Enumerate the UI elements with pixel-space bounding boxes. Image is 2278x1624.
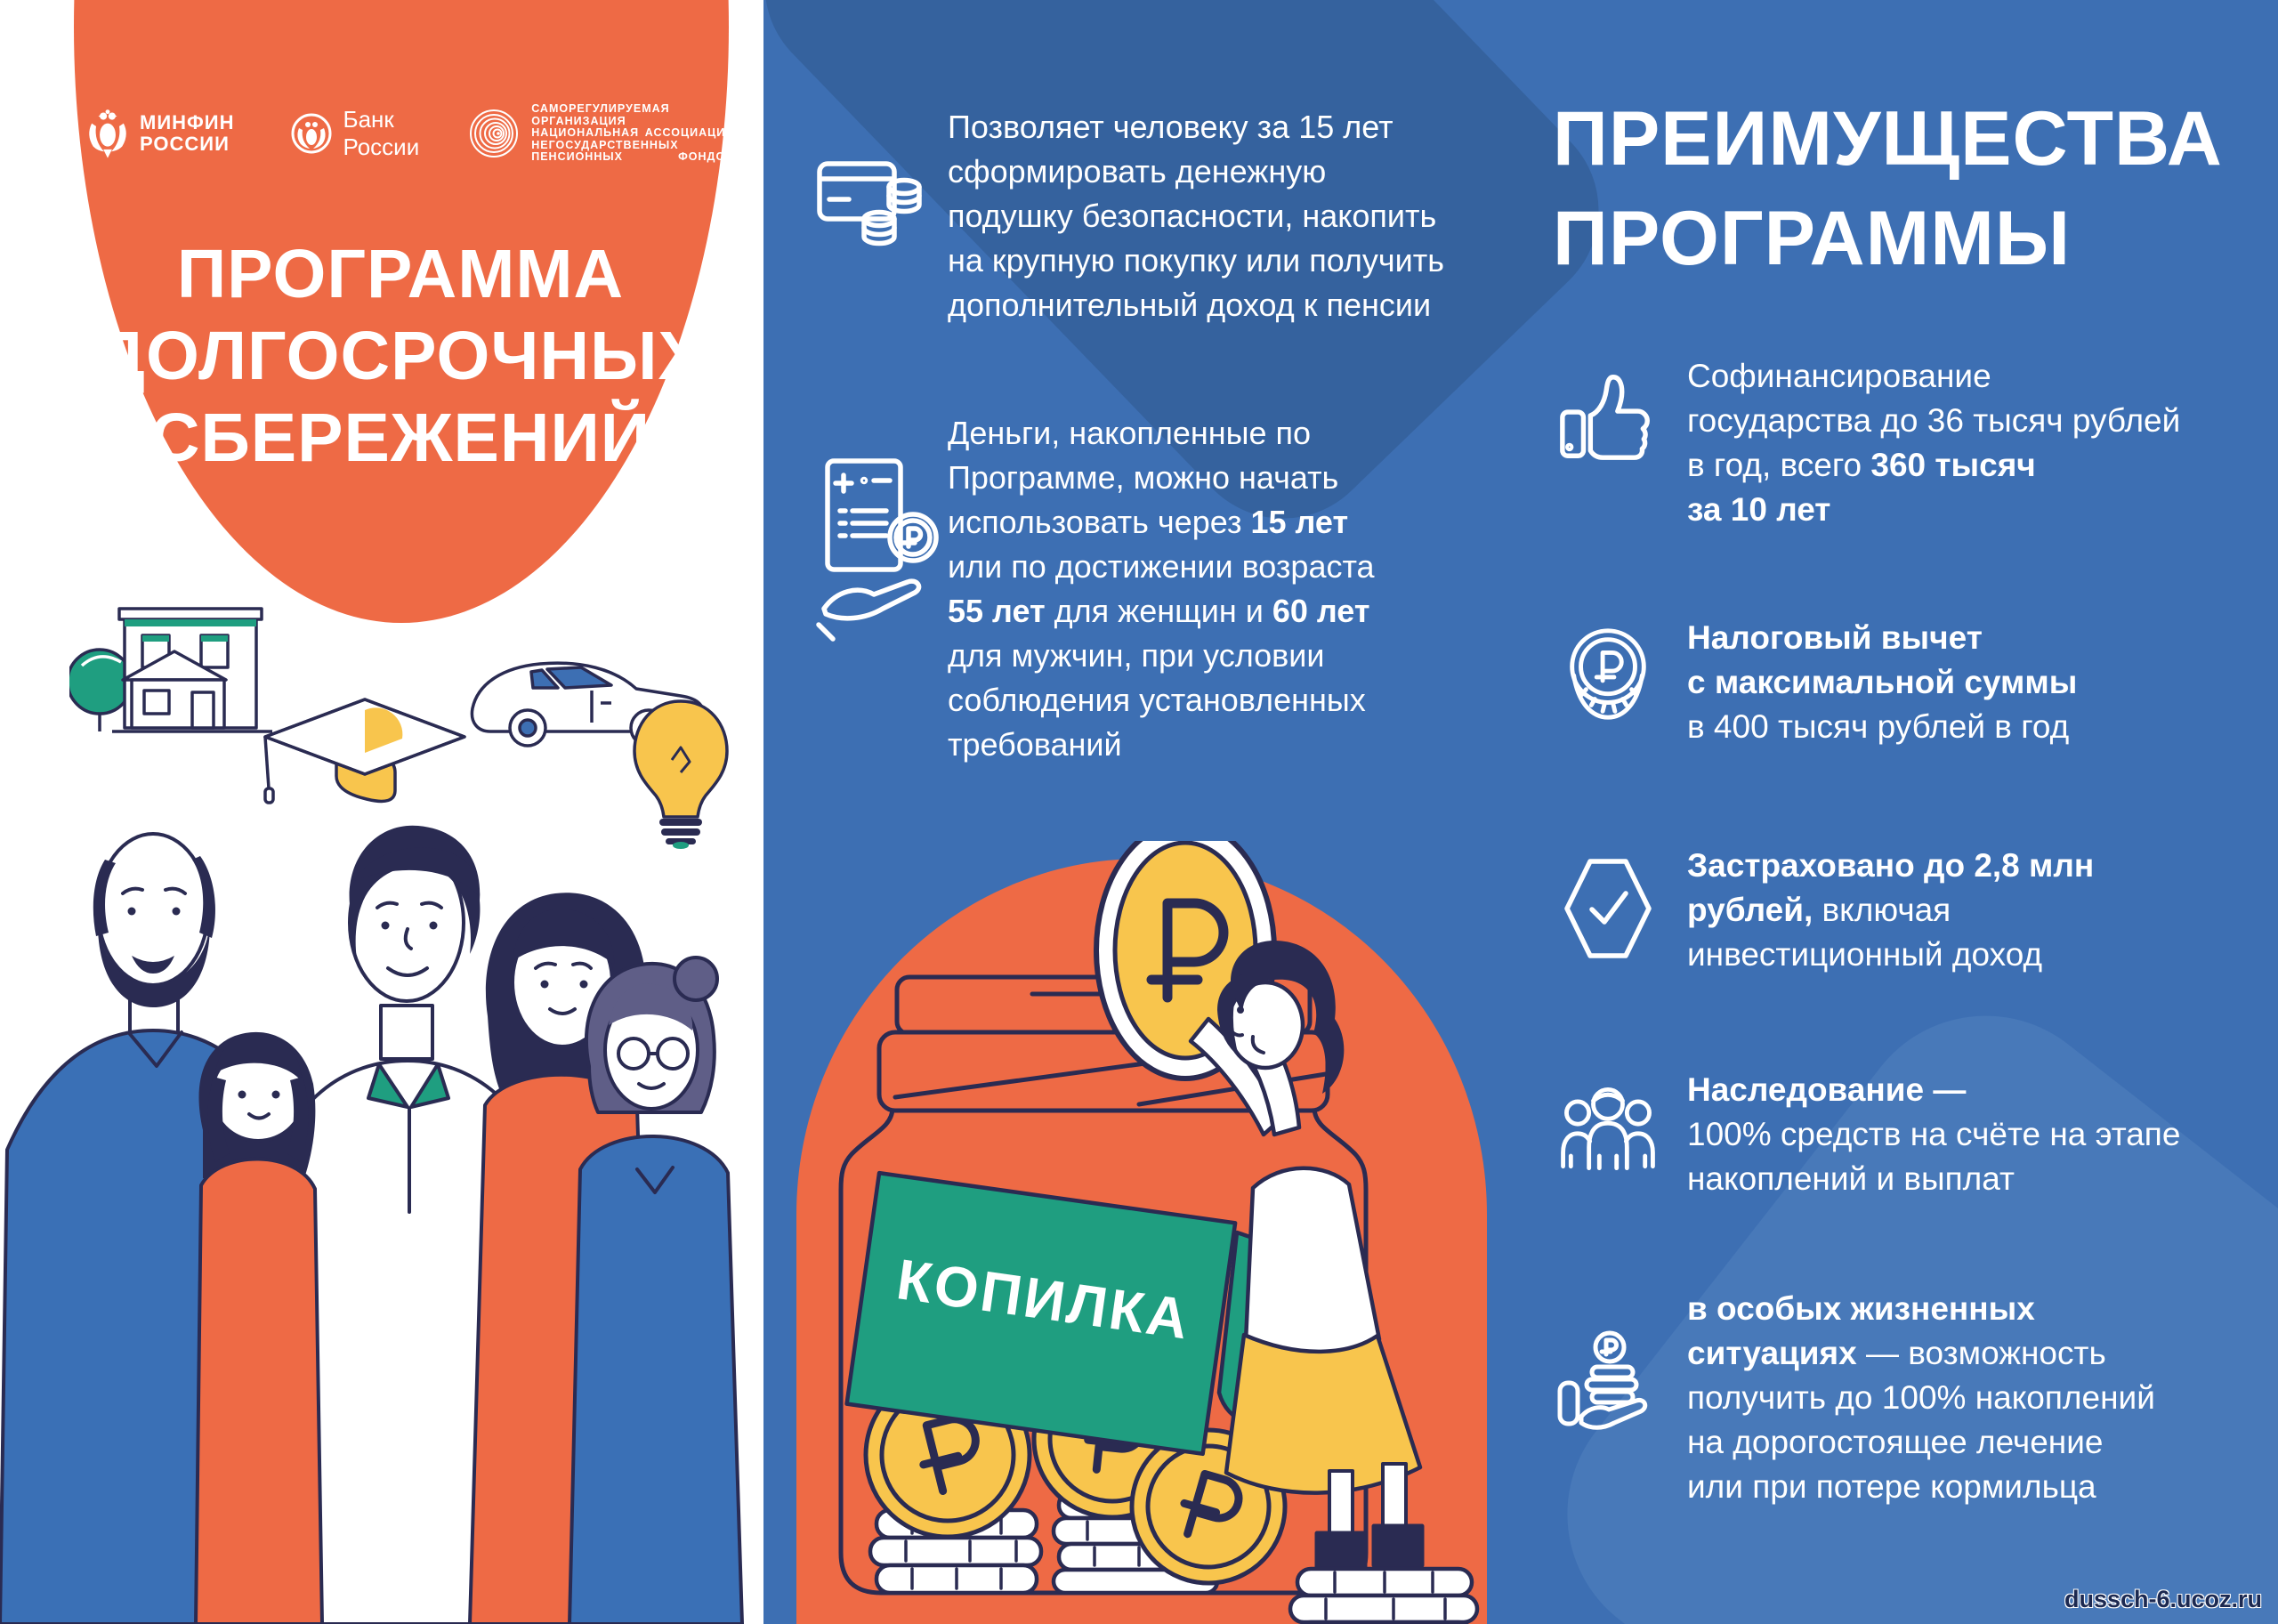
card-coins-icon: [815, 149, 933, 258]
about-paragraph-2: Деньги, накопленные по Программе, можно …: [948, 415, 1375, 763]
hand-coins-icon: [1550, 1328, 1666, 1447]
piggy-bank-illustration: КОПИЛКА: [765, 841, 1531, 1624]
watermark: dussch-6.ucoz.ru: [2064, 1586, 2262, 1612]
bank-russia-label: Банк России: [343, 106, 420, 160]
about-paragraph-1: Позволяет человеку за 15 лет сформироват…: [948, 109, 1445, 323]
napf-logo: САМОРЕГУЛИРУЕМАЯ ОРГАНИЗАЦИЯ НАЦИОНАЛЬНА…: [469, 103, 734, 164]
benefit-inheritance: Наследование — 100% средств на счёте на …: [1687, 1071, 2181, 1197]
benefit-tax-deduction: Налоговый вычет с максимальной суммы в 4…: [1687, 619, 2078, 745]
ruble-coin-icon: [1550, 623, 1666, 728]
family-icon: [1550, 1079, 1666, 1178]
napf-spiral-icon: [469, 109, 519, 158]
benefit-cofinancing: Софинансирование государства до 36 тысяч…: [1687, 358, 2181, 528]
light-bulb-icon: [627, 696, 734, 849]
benefit-insured: Застраховано до 2,8 млн рублей, включая …: [1687, 847, 2095, 973]
graduation-cap-icon: [260, 683, 469, 830]
benefits-title: ПРЕИМУЩЕСТВА ПРОГРАММЫ: [1553, 96, 2223, 281]
logo-row: МИНФИН РОССИИ Банк России: [85, 103, 733, 163]
page-title: ПРОГРАММА ДОЛГОСРОЧНЫХ СБЕРЕЖЕНИЙ: [96, 236, 705, 476]
minfin-eagle-icon: [85, 107, 131, 160]
hexagon-check-icon: [1550, 852, 1666, 965]
bank-russia-eagle-icon: [290, 112, 333, 155]
napf-label: САМОРЕГУЛИРУЕМАЯ ОРГАНИЗАЦИЯ НАЦИОНАЛЬНА…: [531, 102, 735, 164]
minfin-logo: МИНФИН РОССИИ: [85, 107, 235, 160]
thumb-up-icon: [1550, 363, 1666, 468]
bank-russia-logo: Банк России: [290, 106, 420, 161]
house-icon: [69, 603, 305, 739]
minfin-label: МИНФИН РОССИИ: [140, 111, 235, 155]
benefit-special-situations: в особых жизненных ситуациях — возможнос…: [1687, 1290, 2155, 1505]
contract-ruble-hand-icon: [815, 456, 949, 647]
family-illustration: [0, 767, 765, 1624]
